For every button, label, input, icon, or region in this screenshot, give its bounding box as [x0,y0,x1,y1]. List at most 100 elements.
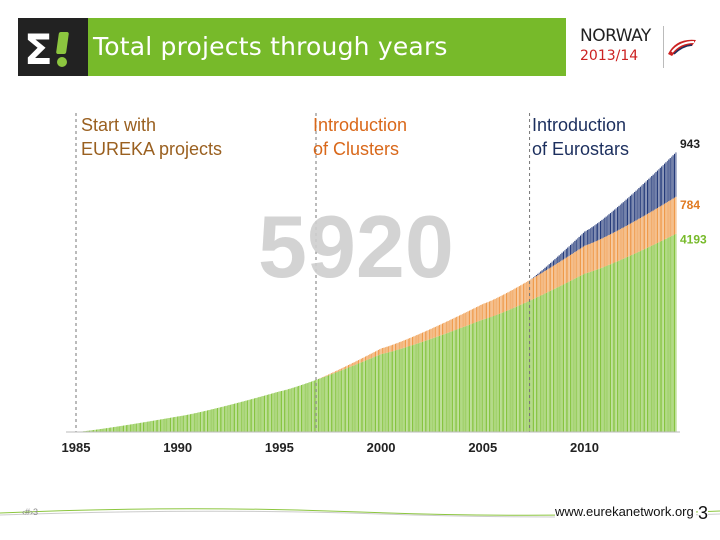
bar-clusters [406,339,408,347]
bar-clusters [423,331,425,342]
bar-eureka-projects [293,387,295,432]
page-title: Total projects through years [93,32,448,61]
bar-eureka-projects [342,369,344,432]
bar-eureka-projects [275,392,277,432]
bar-eureka-projects [347,367,350,432]
bar-eurostars [578,236,580,250]
bar-eureka-projects [377,355,379,432]
bar-eureka-projects [162,418,164,432]
bar-clusters [404,339,406,348]
bar-eureka-projects [115,426,117,432]
bar-eureka-projects [641,250,643,432]
bar-eureka-projects [268,394,270,432]
bar-eureka-projects [582,274,584,432]
norway-flag-icon [668,39,696,56]
bar-eureka-projects [283,390,285,432]
bar-eureka-projects [295,386,297,432]
bar-clusters [528,280,530,301]
bar-eureka-projects [135,423,137,432]
bar-eureka-projects [281,390,283,432]
bar-eurostars [628,197,630,225]
bar-eureka-projects [615,261,617,432]
bar-eureka-projects [565,283,567,432]
bar-eureka-projects [337,371,340,432]
bar-clusters [476,307,478,322]
bar-eureka-projects [473,323,475,432]
annotation-lines [75,113,531,432]
bar-eureka-projects [622,258,624,432]
bar-eureka-projects [602,267,604,432]
bar-clusters [605,236,607,267]
x-tick-label: 2000 [367,440,396,455]
bar-eureka-projects [562,284,565,432]
bar-eureka-projects [386,352,388,432]
event-logo-divider [663,26,664,68]
bar-eureka-projects [429,339,431,432]
bar-eurostars [537,273,539,276]
bar-eurostars [541,270,543,273]
bar-eurostars [639,186,641,218]
bar-eurostars [609,213,611,235]
footer-url[interactable]: www.eurekanetwork.org [555,504,696,519]
bar-clusters [403,340,405,348]
bar-eureka-projects [104,428,106,432]
bar-eurostars [612,210,614,233]
bar-clusters [672,198,674,236]
bar-eureka-projects [629,255,631,432]
bar-clusters [538,274,540,297]
bar-eureka-projects [212,409,214,432]
bar-eureka-projects [266,394,268,432]
bar-clusters [467,311,469,326]
bar-eureka-projects [456,329,458,432]
bar-eurostars [595,224,597,242]
bar-eurostars [642,184,644,217]
bar-clusters [641,217,643,251]
bar-clusters [607,235,609,266]
bar-eureka-projects [397,349,399,432]
bar-eureka-projects [179,416,182,432]
bar-eureka-projects [498,313,500,432]
header-banner: Σ Total projects through years NORWAY 20… [18,18,703,76]
bar-eureka-projects [652,245,654,432]
bar-clusters [446,321,448,334]
bar-clusters [568,255,570,282]
bar-eurostars [632,193,634,223]
bar-clusters [570,254,572,281]
bar-eureka-projects [124,425,126,432]
bar-eureka-projects [111,427,113,432]
bar-eurostars [598,222,600,240]
sigma-exclamation-icon: Σ [24,25,69,74]
bar-clusters [584,245,586,274]
bar-eureka-projects [560,285,562,432]
bar-eureka-projects [278,391,280,432]
bar-eureka-projects [545,292,547,432]
bar-eureka-projects [570,280,572,432]
bar-eureka-projects [90,430,92,432]
bar-eureka-projects [648,247,650,432]
bar-eureka-projects [524,302,526,432]
bar-eureka-projects [326,375,328,432]
bar-eureka-projects [349,366,351,432]
bar-eureka-projects [658,242,660,432]
bar-eureka-projects [370,358,372,432]
bar-eureka-projects [175,416,177,432]
bar-eurostars [669,158,671,201]
bar-clusters [359,359,361,363]
bar-eureka-projects [611,263,613,432]
bar-eureka-projects [195,412,197,432]
bar-eurostars [594,225,596,242]
bar-eureka-projects [221,406,223,432]
bar-eureka-projects [142,422,145,432]
bar-clusters [585,245,587,274]
bar-eureka-projects [224,406,226,432]
bar-eurostars [658,169,660,208]
bar-clusters [565,257,567,284]
bar-eureka-projects [319,378,321,432]
bar-eureka-projects [597,269,599,432]
bar-eureka-projects [271,393,273,432]
bar-clusters [574,252,576,279]
bar-eureka-projects [95,429,98,432]
bar-eureka-projects [182,415,184,432]
bar-eureka-projects [296,386,298,432]
bar-clusters [615,231,617,262]
